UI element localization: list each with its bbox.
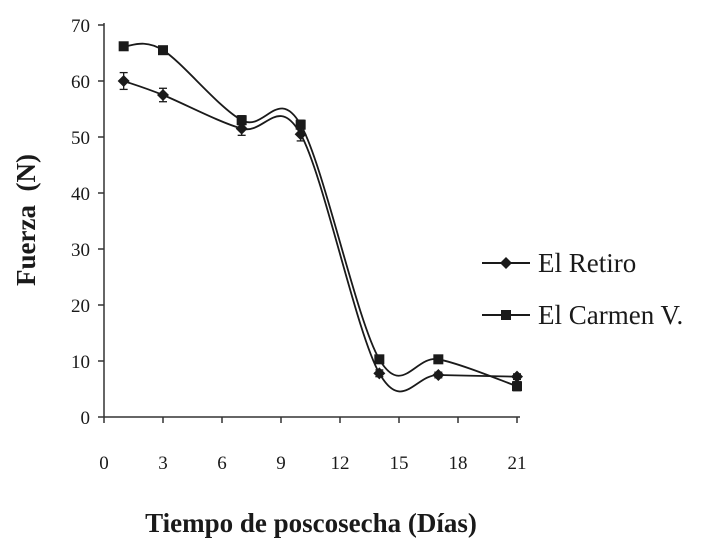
legend-diamond-marker-icon	[500, 257, 512, 269]
series-line-el-retiro	[123, 80, 518, 393]
data-point-diamond	[511, 370, 523, 383]
data-point-diamond	[373, 367, 386, 380]
data-point-square	[512, 381, 522, 392]
x-tick-label: 12	[331, 453, 350, 474]
y-tick-label: 30	[71, 240, 90, 261]
data-point-diamond	[157, 89, 169, 101]
series-line-el-carmen-v	[123, 42, 518, 388]
series-el-retiro	[117, 71, 523, 393]
plot-area	[117, 41, 523, 393]
x-tick-label: 3	[158, 453, 168, 474]
data-point-square	[236, 115, 247, 126]
y-tick-label: 40	[71, 184, 90, 205]
legend-square-marker-icon	[501, 310, 511, 320]
legend-label-el-carmen: El Carmen V.	[538, 300, 683, 330]
data-point-diamond	[432, 369, 445, 381]
x-tick-label: 0	[99, 453, 109, 474]
data-point-square	[158, 45, 168, 56]
legend: El Retiro El Carmen V.	[482, 248, 683, 330]
x-tick-label: 15	[390, 453, 409, 474]
data-point-square	[433, 354, 444, 365]
legend-item-el-carmen: El Carmen V.	[482, 300, 683, 330]
x-axis-ticks: 0 3 6 9 12 15 18 21	[99, 417, 527, 474]
data-point-square	[118, 41, 129, 52]
y-tick-label: 0	[81, 408, 91, 429]
y-tick-label: 70	[71, 16, 90, 37]
x-tick-label: 9	[276, 453, 286, 474]
x-tick-label: 18	[449, 453, 468, 474]
series-el-carmen-v	[118, 41, 522, 392]
y-tick-label: 20	[71, 296, 90, 317]
y-tick-label: 60	[71, 72, 90, 93]
legend-item-el-retiro: El Retiro	[482, 248, 636, 278]
y-axis-title: Fuerza (N)	[11, 154, 41, 286]
y-tick-label: 50	[71, 128, 90, 149]
x-axis-title: Tiempo de poscosecha (Días)	[145, 508, 477, 538]
data-point-diamond	[235, 122, 248, 135]
y-tick-label: 10	[71, 352, 90, 373]
y-axis-ticks: 0 10 20 30 40 50 60 70	[71, 16, 104, 429]
x-tick-label: 6	[217, 453, 227, 474]
data-point-square	[374, 354, 385, 365]
data-point-diamond	[117, 75, 130, 87]
data-point-square	[295, 119, 306, 130]
legend-label-el-retiro: El Retiro	[538, 248, 636, 278]
x-tick-label: 21	[508, 453, 527, 474]
